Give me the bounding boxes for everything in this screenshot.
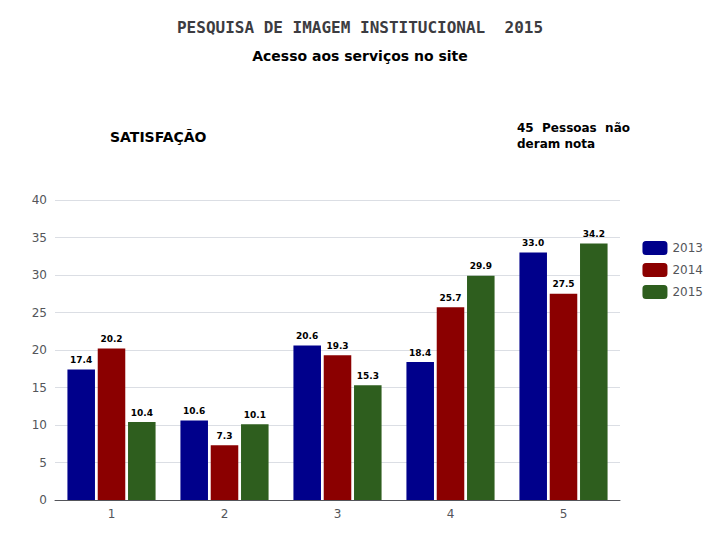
svg-text:3: 3 <box>334 507 342 521</box>
svg-text:4: 4 <box>447 507 455 521</box>
svg-text:30: 30 <box>32 268 47 282</box>
svg-text:5: 5 <box>39 456 47 470</box>
svg-text:18.4: 18.4 <box>409 348 431 358</box>
svg-text:34.2: 34.2 <box>583 229 605 239</box>
svg-text:27.5: 27.5 <box>552 279 574 289</box>
svg-text:25.7: 25.7 <box>439 293 461 303</box>
svg-text:20.6: 20.6 <box>296 331 318 341</box>
svg-text:Acesso aos serviços no site: Acesso aos serviços no site <box>252 48 468 64</box>
svg-text:2: 2 <box>221 507 229 521</box>
svg-text:20: 20 <box>32 343 47 357</box>
svg-text:10.6: 10.6 <box>183 406 205 416</box>
svg-text:40: 40 <box>32 193 47 207</box>
svg-text:PESQUISA DE IMAGEM INSTITUCION: PESQUISA DE IMAGEM INSTITUCIONAL 2015 <box>177 18 543 37</box>
svg-text:2015: 2015 <box>672 285 703 299</box>
svg-text:25: 25 <box>32 306 47 320</box>
svg-text:45 Pessoas não: 45 Pessoas não <box>517 121 630 135</box>
svg-text:19.3: 19.3 <box>326 341 348 351</box>
svg-text:deram nota: deram nota <box>517 137 595 151</box>
svg-text:10.4: 10.4 <box>131 408 153 418</box>
svg-text:20.2: 20.2 <box>100 334 122 344</box>
svg-text:10: 10 <box>32 418 47 432</box>
svg-text:15: 15 <box>32 381 47 395</box>
svg-text:7.3: 7.3 <box>217 431 233 441</box>
svg-text:1: 1 <box>108 507 116 521</box>
svg-text:10.1: 10.1 <box>244 410 266 420</box>
svg-text:17.4: 17.4 <box>70 355 92 365</box>
svg-text:SATISFAÇÃO: SATISFAÇÃO <box>110 129 207 145</box>
svg-text:33.0: 33.0 <box>522 238 544 248</box>
svg-text:29.9: 29.9 <box>470 261 492 271</box>
svg-text:0: 0 <box>39 493 47 507</box>
svg-text:35: 35 <box>32 231 47 245</box>
svg-text:15.3: 15.3 <box>357 371 379 381</box>
svg-text:5: 5 <box>560 507 568 521</box>
svg-text:2014: 2014 <box>672 263 703 277</box>
svg-text:2013: 2013 <box>672 241 703 255</box>
